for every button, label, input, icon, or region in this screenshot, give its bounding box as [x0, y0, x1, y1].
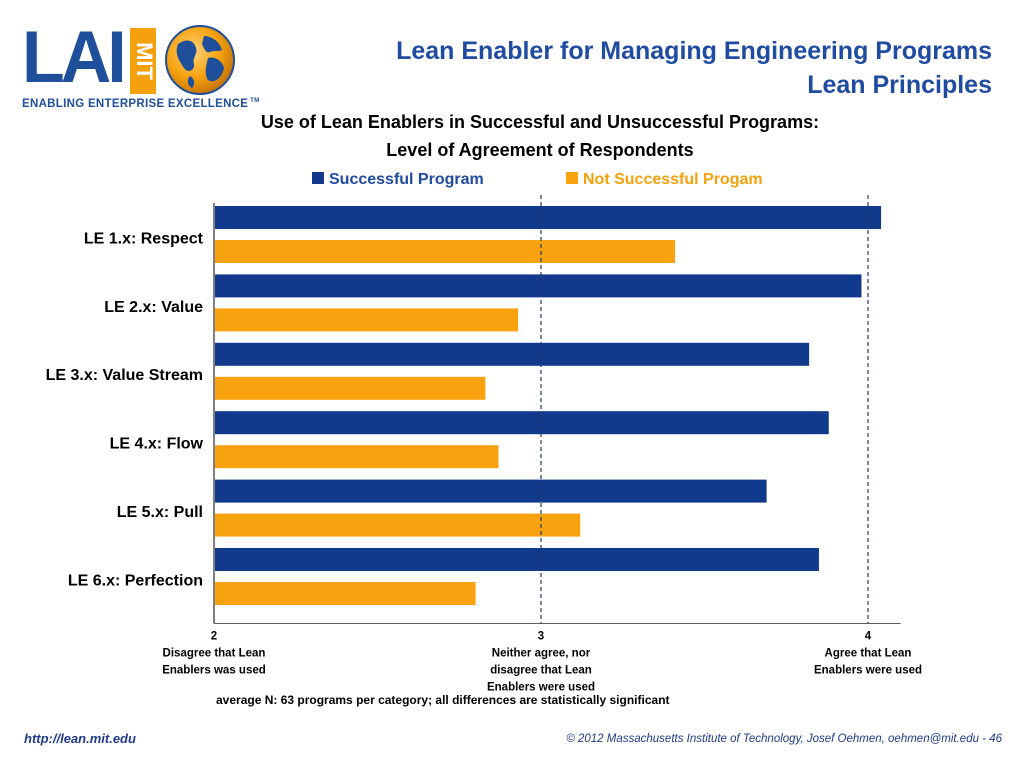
x-tick-description: Agree that Lean — [825, 647, 912, 659]
category-label: LE 5.x: Pull — [117, 504, 203, 521]
footer-url-link[interactable]: http://lean.mit.edu — [24, 731, 136, 746]
logo-tagline: ENABLING ENTERPRISE EXCELLENCE TM — [22, 98, 260, 110]
bar-successful — [215, 342, 810, 366]
lai-logo: LAI MIT ENABLING ENTERPRISE EXCELLENCE TM — [22, 16, 259, 114]
chart-title-line1: Use of Lean Enablers in Successful and U… — [260, 112, 820, 132]
legend-label-not-successful: Not Successful Progam — [583, 171, 763, 188]
x-tick-description: Enablers were used — [487, 681, 595, 693]
legend-item-not-successful: Not Successful Progam — [566, 171, 763, 189]
legend-swatch-not-successful — [566, 172, 578, 184]
bar-not-successful — [215, 308, 519, 332]
logo-mit-mark: MIT — [130, 28, 156, 94]
x-tick-description: Enablers were used — [814, 664, 922, 676]
x-tick-label: 3 — [538, 630, 544, 642]
page-title-line2: Lean Principles — [807, 71, 992, 99]
x-tick-description: Enablers was used — [162, 664, 266, 676]
footer-copyright: © 2012 Massachusetts Institute of Techno… — [566, 733, 1002, 745]
bar-not-successful — [215, 445, 499, 469]
trademark: TM — [250, 98, 260, 105]
category-label: LE 3.x: Value Stream — [46, 367, 203, 384]
legend-swatch-successful — [312, 172, 324, 184]
page-title: Lean Enabler for Managing Engineering Pr… — [396, 34, 992, 102]
legend-label-successful: Successful Program — [329, 171, 484, 188]
bar-successful — [215, 479, 767, 503]
bar-not-successful — [215, 376, 486, 400]
bar-successful — [215, 206, 882, 229]
bar-successful — [215, 411, 829, 435]
bar-successful — [215, 274, 862, 298]
bar-not-successful — [215, 582, 476, 605]
category-label: LE 2.x: Value — [104, 299, 203, 316]
x-tick-description: disagree that Lean — [490, 664, 592, 676]
globe-icon — [165, 25, 235, 95]
logo-letters: LAI — [22, 16, 127, 98]
logo-mit-text: MIT — [132, 42, 156, 80]
category-label: LE 1.x: Respect — [84, 230, 204, 247]
bar-chart: LE 1.x: Respect LE 2.x: Value LE 3.x: Valu… — [46, 195, 922, 693]
chart-note: average N: 63 programs per category; all… — [216, 693, 670, 707]
page-title-line1: Lean Enabler for Managing Engineering Pr… — [396, 37, 992, 65]
chart-title: Use of Lean Enablers in Successful and U… — [200, 108, 880, 164]
bar-not-successful — [215, 240, 676, 263]
category-label: LE 4.x: Flow — [110, 436, 204, 453]
chart-title-line2: Level of Agreement of Respondents — [386, 140, 694, 160]
bar-not-successful — [215, 513, 581, 537]
x-tick-description: Neither agree, nor — [492, 647, 591, 659]
category-label: LE 6.x: Perfection — [68, 572, 203, 589]
x-tick-description: Disagree that Lean — [163, 647, 266, 659]
legend-item-successful: Successful Program — [312, 171, 484, 189]
x-tick-label: 2 — [211, 630, 217, 642]
bar-successful — [215, 548, 819, 571]
x-tick-label: 4 — [865, 630, 872, 642]
